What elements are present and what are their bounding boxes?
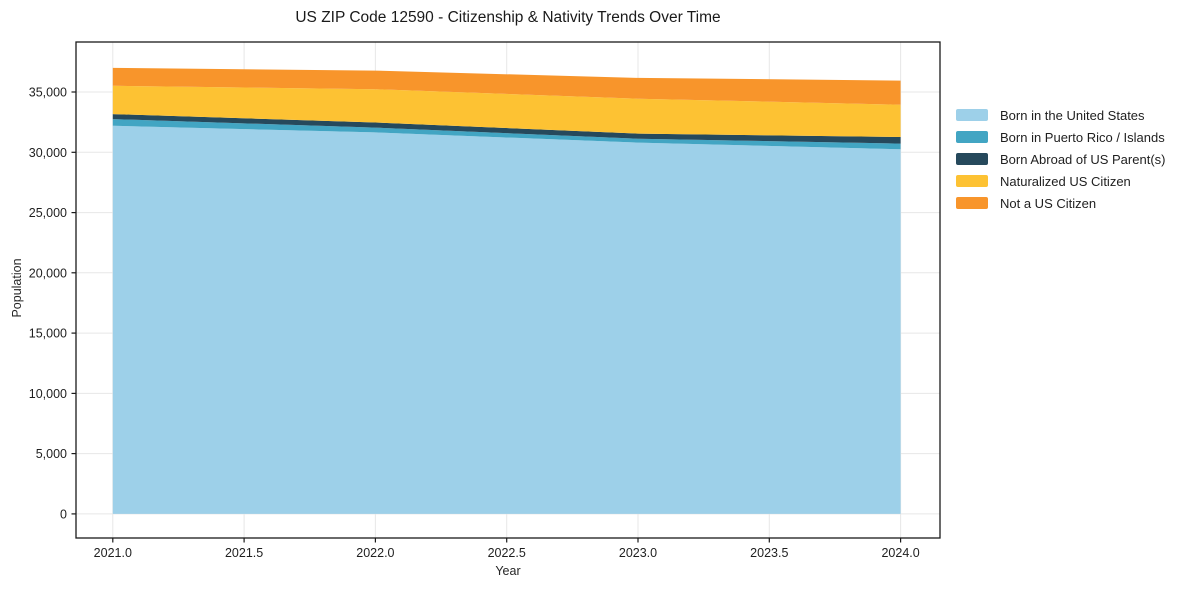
legend-swatch-naturalized [956,175,988,187]
y-tick-label: 0 [60,507,67,521]
chart-title: US ZIP Code 12590 - Citizenship & Nativi… [295,9,721,26]
legend-label-born-pr: Born in Puerto Rico / Islands [1000,129,1165,145]
tick-labels: 2021.0 2021.5 2022.0 2022.5 2023.0 2023.5 2024… [29,86,920,561]
x-tick-label: 2023.0 [619,546,657,560]
legend-swatch-not-citizen [956,197,988,209]
legend-item-not-citizen: Not a US Citizen [956,192,1165,214]
area-born-in-puerto-rico-islands [112,119,901,150]
plot-border [75,41,941,539]
legend-swatch-born-us [956,109,988,121]
stacked-areas [112,67,901,514]
area-naturalized-us-citizen [112,85,901,137]
legend: Born in the United States Born in Puerto… [956,104,1165,214]
y-tick-label: 5,000 [36,447,67,461]
x-axis-label: Year [495,564,521,578]
legend-label-not-citizen: Not a US Citizen [1000,195,1097,211]
legend-item-born-abroad: Born Abroad of US Parent(s) [956,148,1165,170]
y-tick-label: 15,000 [29,327,67,341]
y-tick-label: 35,000 [29,86,67,100]
axis-ticks [71,91,902,543]
legend-item-born-pr: Born in Puerto Rico / Islands [956,126,1165,148]
legend-swatch-born-pr [956,131,988,143]
legend-label-naturalized: Naturalized US Citizen [1000,173,1131,189]
legend-label-born-us: Born in the United States [1000,107,1145,123]
legend-item-naturalized: Naturalized US Citizen [956,170,1165,192]
x-tick-label: 2024.0 [881,546,919,560]
x-tick-label: 2022.5 [488,546,526,560]
legend-label-born-abroad: Born Abroad of US Parent(s) [1000,151,1166,167]
y-tick-label: 30,000 [29,146,67,160]
legend-swatch-born-abroad [956,153,988,165]
area-not-a-us-citizen [112,67,901,105]
area-born-in-the-united-states [112,125,901,514]
x-tick-label: 2021.0 [94,546,132,560]
y-tick-label: 10,000 [29,387,67,401]
x-tick-label: 2021.5 [225,546,263,560]
legend-item-born-us: Born in the United States [956,104,1165,126]
y-tick-label: 25,000 [29,206,67,220]
x-tick-label: 2022.0 [356,546,394,560]
area-born-abroad-of-us-parent-s [112,114,901,144]
x-tick-label: 2023.5 [750,546,788,560]
y-tick-label: 20,000 [29,266,67,280]
